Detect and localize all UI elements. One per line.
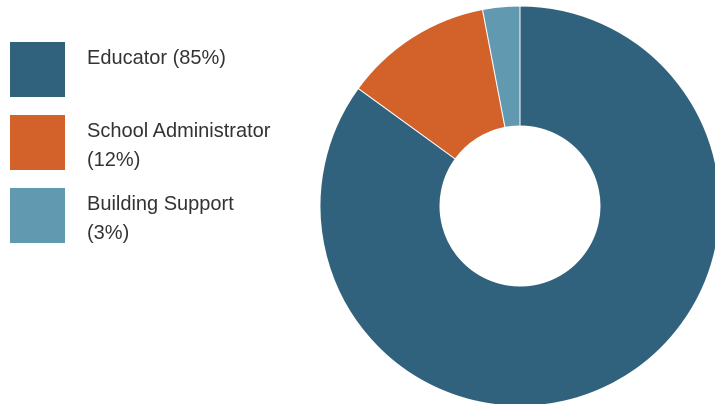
legend-label-educator: Educator (85%)	[87, 47, 226, 69]
legend-swatch-school-administrator	[10, 115, 65, 170]
legend-swatch-building-support	[10, 188, 65, 243]
legend-label-building-support: Building Support (3%)	[87, 193, 234, 244]
donut-slice-educator	[319, 5, 715, 404]
legend-swatch-educator	[10, 42, 65, 97]
donut-slices	[319, 5, 715, 404]
donut-slice-building-support	[481, 5, 521, 129]
legend-label-school-administrator: School Administrator (12%)	[87, 120, 271, 171]
